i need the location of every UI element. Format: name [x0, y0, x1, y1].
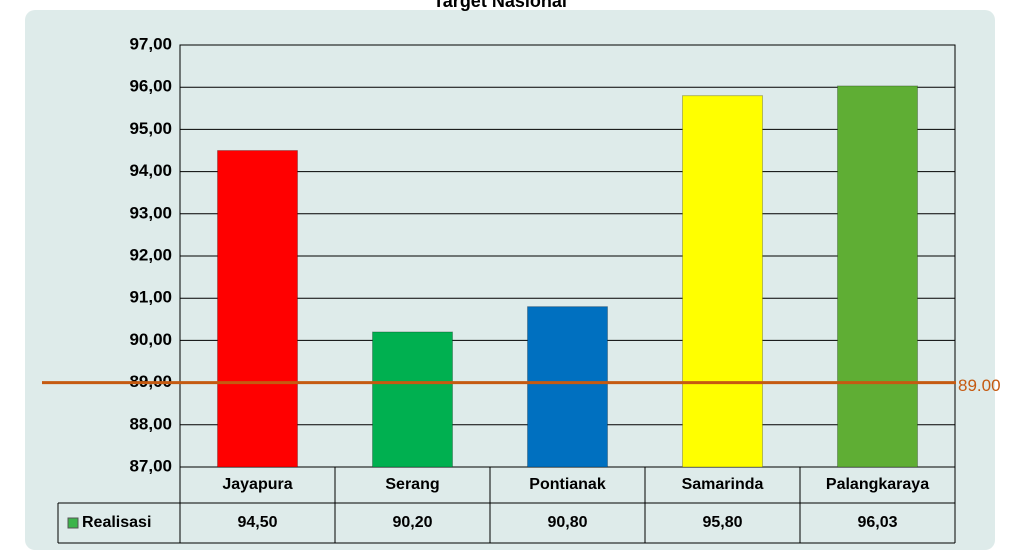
x-tick-label: Palangkaraya — [826, 476, 929, 493]
bar — [372, 331, 453, 468]
bar — [527, 306, 608, 468]
y-tick-label: 95,00 — [129, 119, 172, 138]
y-tick-label: 88,00 — [129, 414, 172, 433]
x-tick-label: Samarinda — [682, 476, 764, 493]
target-label: 89.00 — [958, 376, 1001, 395]
data-label: 90,80 — [547, 514, 587, 531]
y-tick-label: 90,00 — [129, 330, 172, 349]
y-tick-label: 94,00 — [129, 161, 172, 180]
y-tick-label: 91,00 — [129, 288, 172, 307]
x-tick-label: Serang — [385, 476, 439, 493]
y-tick-label: 87,00 — [129, 456, 172, 475]
x-tick-label: Jayapura — [222, 476, 292, 493]
y-tick-label: 92,00 — [129, 245, 172, 264]
x-tick-label: Pontianak — [529, 476, 606, 493]
bar — [837, 85, 918, 468]
data-label: 90,20 — [392, 514, 432, 531]
y-tick-label: 93,00 — [129, 203, 172, 222]
legend-label: Realisasi — [82, 514, 151, 531]
data-label: 94,50 — [237, 514, 277, 531]
chart-title: Target Nasional — [433, 0, 567, 11]
bar — [682, 95, 763, 468]
y-tick-label: 96,00 — [129, 77, 172, 96]
data-label: 95,80 — [702, 514, 742, 531]
data-label: 96,03 — [857, 514, 897, 531]
y-tick-label: 97,00 — [129, 34, 172, 53]
legend-key — [67, 517, 79, 529]
bar — [217, 150, 298, 468]
